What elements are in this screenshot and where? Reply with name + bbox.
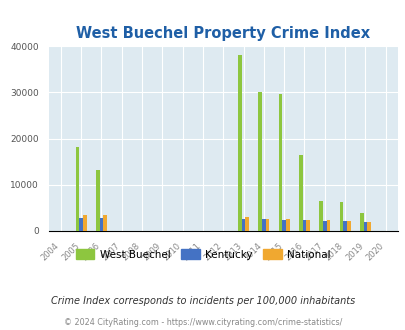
Bar xyxy=(79,218,83,231)
Bar xyxy=(359,213,363,231)
Bar xyxy=(285,219,289,231)
Bar xyxy=(258,92,262,231)
Bar xyxy=(302,220,305,231)
Bar xyxy=(278,94,282,231)
Bar xyxy=(363,222,366,231)
Bar xyxy=(237,55,241,231)
Bar xyxy=(343,221,346,231)
Bar xyxy=(265,218,269,231)
Bar xyxy=(346,221,350,231)
Bar xyxy=(298,155,302,231)
Bar xyxy=(241,219,245,231)
Bar xyxy=(245,217,249,231)
Bar xyxy=(339,202,343,231)
Bar xyxy=(366,222,370,231)
Bar xyxy=(319,201,322,231)
Title: West Buechel Property Crime Index: West Buechel Property Crime Index xyxy=(76,26,369,41)
Text: Crime Index corresponds to incidents per 100,000 inhabitants: Crime Index corresponds to incidents per… xyxy=(51,296,354,306)
Bar xyxy=(103,215,107,231)
Bar xyxy=(96,171,99,231)
Bar xyxy=(305,220,309,231)
Bar xyxy=(282,220,286,231)
Bar xyxy=(83,215,87,231)
Legend: West Buechel, Kentucky, National: West Buechel, Kentucky, National xyxy=(71,245,334,264)
Bar xyxy=(326,220,330,231)
Bar xyxy=(262,219,265,231)
Bar xyxy=(322,221,326,231)
Bar xyxy=(76,147,79,231)
Text: © 2024 CityRating.com - https://www.cityrating.com/crime-statistics/: © 2024 CityRating.com - https://www.city… xyxy=(64,318,341,327)
Bar xyxy=(100,218,103,231)
